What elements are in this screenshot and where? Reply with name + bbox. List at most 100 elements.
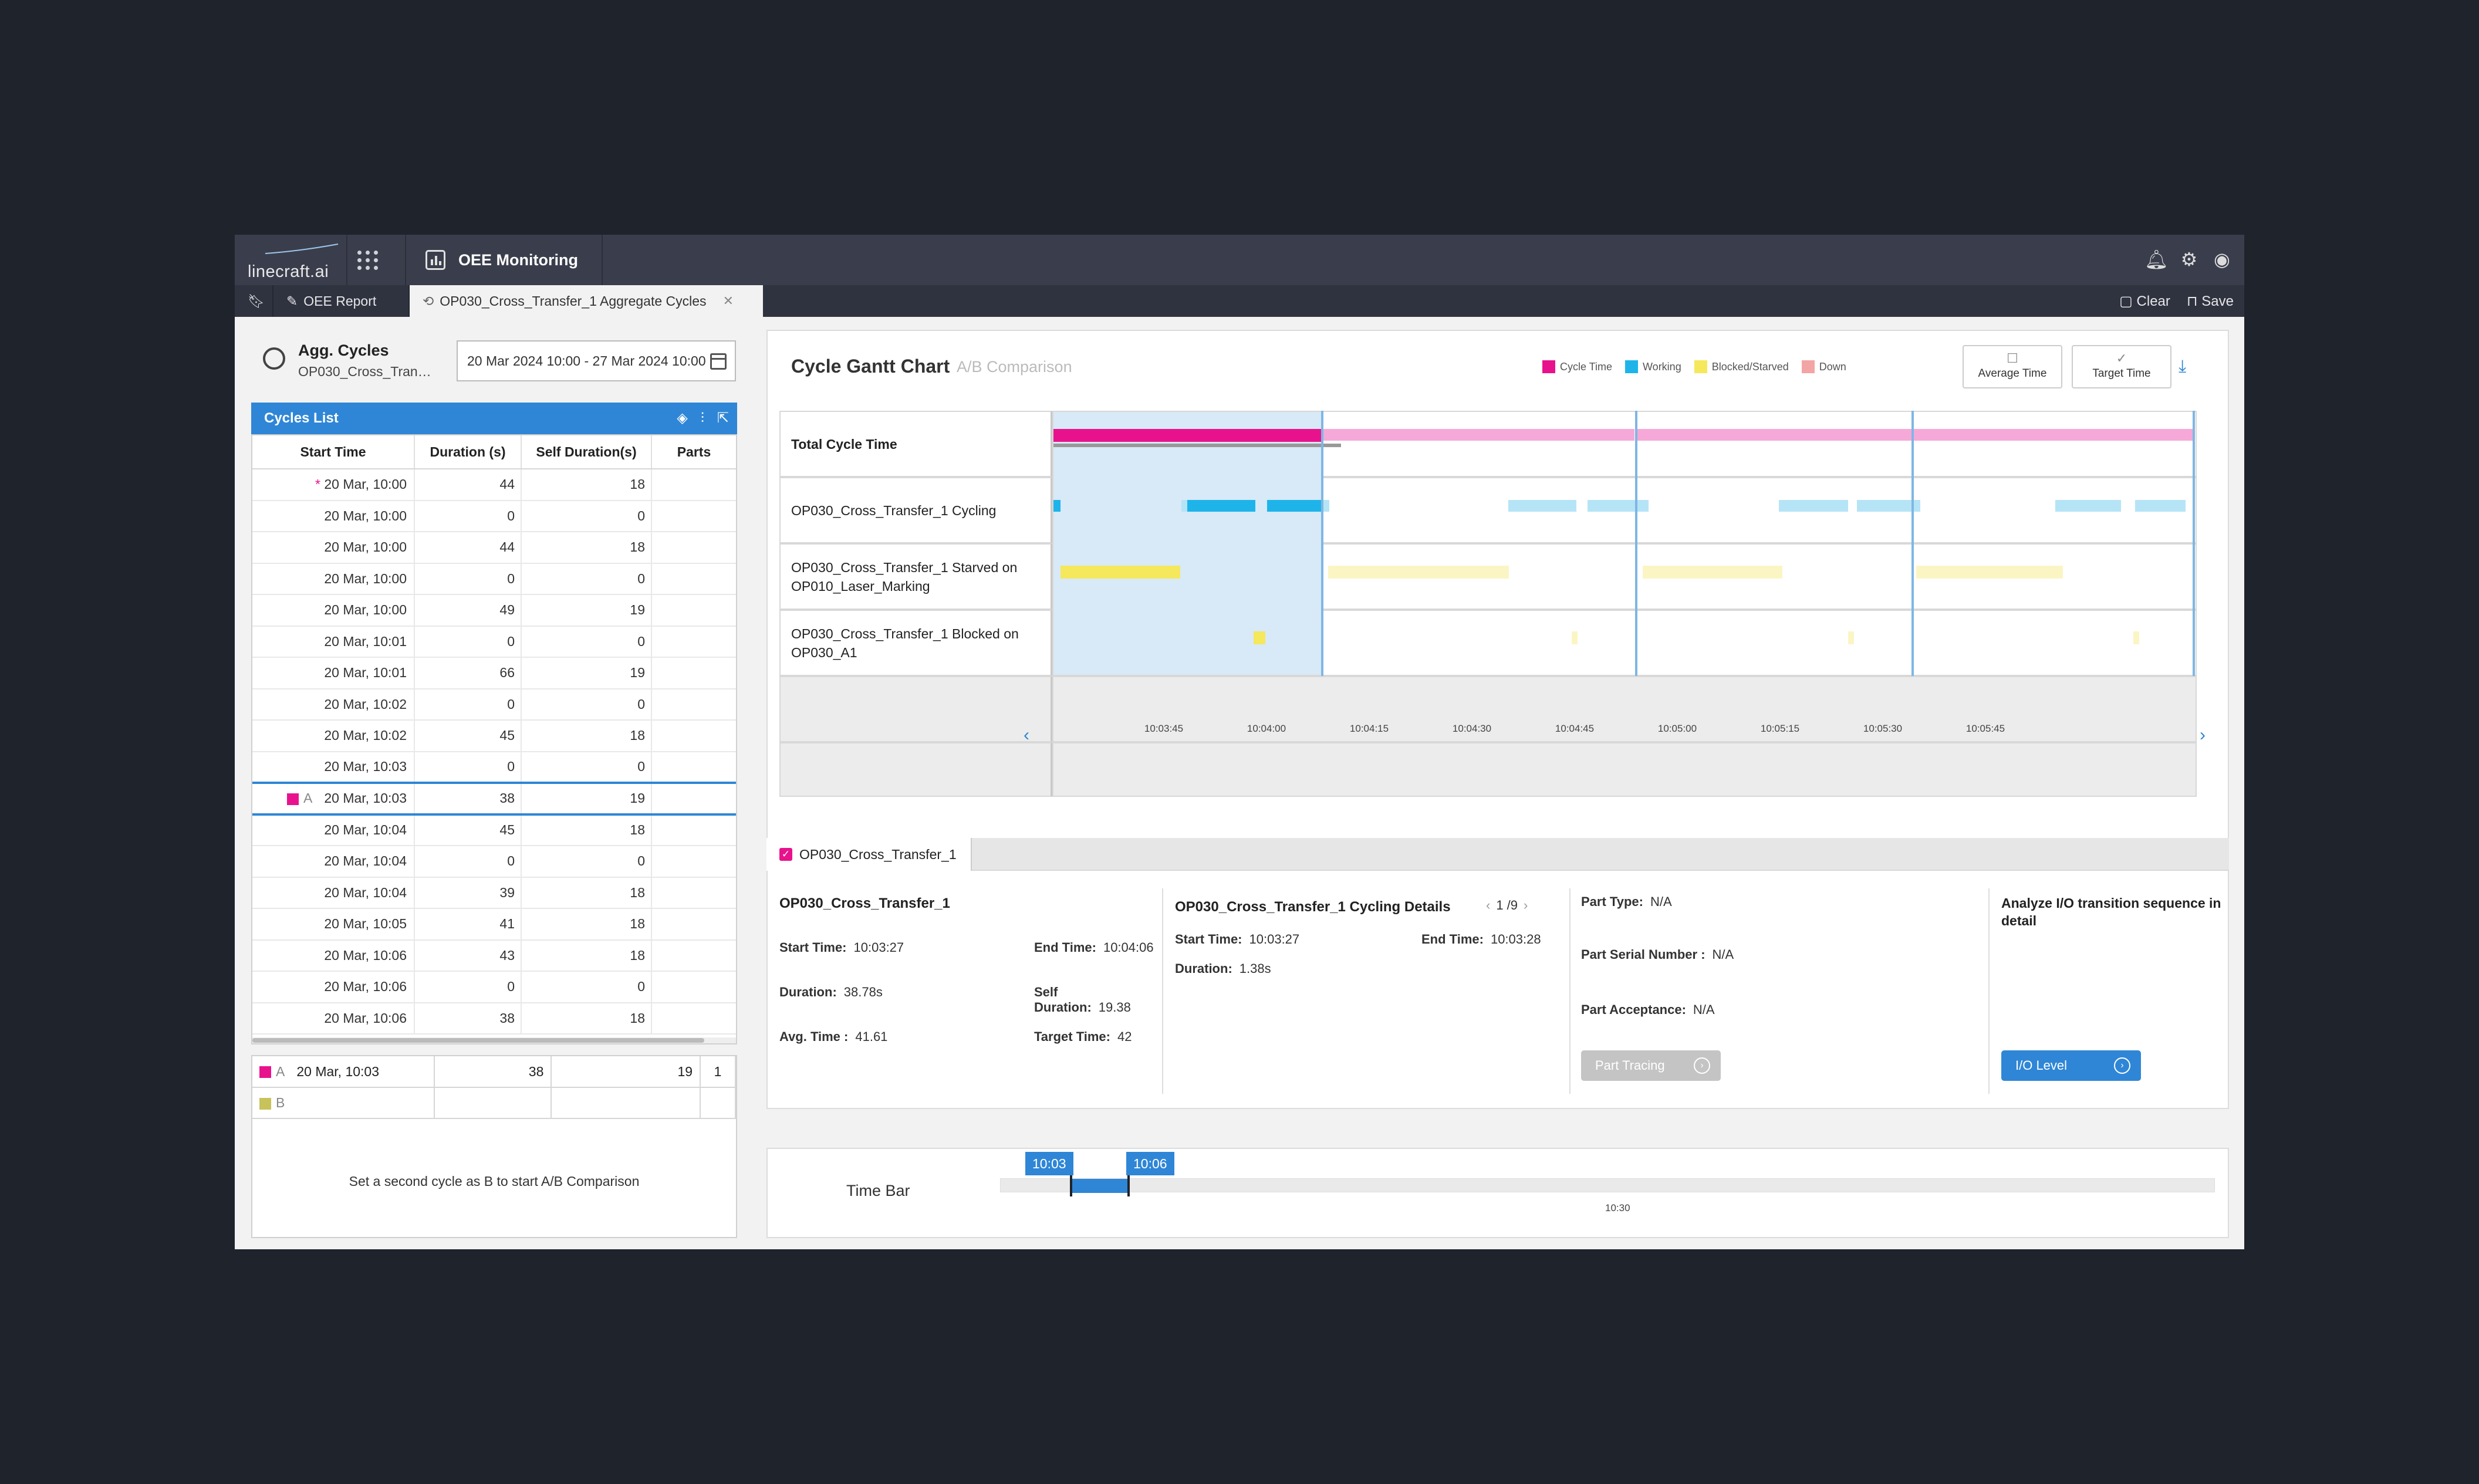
- table-row[interactable]: 20 Mar, 10:00 0 0: [252, 500, 736, 532]
- selected-cycle-highlight[interactable]: [1053, 412, 1322, 675]
- blocked-bar[interactable]: [1254, 631, 1265, 644]
- cell-self-duration: 18: [521, 877, 652, 909]
- table-row[interactable]: 20 Mar, 10:00 0 0: [252, 563, 736, 595]
- target-time-toggle[interactable]: ✓ Target Time: [2072, 345, 2171, 388]
- agg-subtitle: OP030_Cross_Trans...: [298, 364, 433, 379]
- time-bar-track[interactable]: 10:03 10:06 10:30: [1000, 1152, 2215, 1213]
- starved-bar[interactable]: [1328, 566, 1509, 579]
- station-end: End Time: 10:04:06: [1034, 940, 1154, 955]
- io-level-button[interactable]: I/O Level ›: [2001, 1050, 2141, 1081]
- starved-bar[interactable]: [1916, 566, 2063, 579]
- working-bar[interactable]: [1187, 500, 1255, 512]
- col-start-time[interactable]: Start Time: [252, 435, 415, 469]
- gantt-title: Cycle Gantt Chart: [791, 356, 950, 377]
- tab-oee-report[interactable]: ✎ OEE Report: [273, 285, 410, 317]
- cell-parts: [651, 877, 736, 909]
- layers-icon[interactable]: ◈: [677, 410, 688, 426]
- table-row[interactable]: * 20 Mar, 10:00 44 18: [252, 469, 736, 501]
- bookmark-tab[interactable]: 🔖︎: [235, 285, 273, 317]
- table-row[interactable]: 20 Mar, 10:02 45 18: [252, 720, 736, 752]
- legend-item: Cycle Time: [1542, 360, 1612, 373]
- blocked-bar[interactable]: [1572, 631, 1578, 644]
- time-bar-end-handle[interactable]: [1127, 1175, 1130, 1196]
- col-duration[interactable]: Duration (s): [414, 435, 522, 469]
- time-bar-start-flag[interactable]: 10:03: [1025, 1152, 1073, 1175]
- cell-start-time: 20 Mar, 10:00: [252, 594, 415, 627]
- date-range-picker[interactable]: 20 Mar 2024 10:00 - 27 Mar 2024 10:00: [457, 340, 736, 381]
- row-label-cycling: OP030_Cross_Transfer_1 Cycling: [779, 477, 1052, 543]
- ab-row-b[interactable]: B: [252, 1087, 736, 1119]
- col-parts[interactable]: Parts: [651, 435, 736, 469]
- ab-row-a[interactable]: A 20 Mar, 10:03 38 19 1: [252, 1056, 736, 1088]
- working-bar[interactable]: [1508, 500, 1576, 512]
- checkbox-checked-icon[interactable]: ✓: [779, 848, 792, 861]
- table-row[interactable]: 20 Mar, 10:04 39 18: [252, 877, 736, 909]
- horizontal-scrollbar[interactable]: [252, 1037, 736, 1043]
- part-tracing-button[interactable]: Part Tracing ›: [1581, 1050, 1721, 1081]
- linecraft-logo[interactable]: linecraft.ai: [246, 235, 346, 285]
- target-time-marker[interactable]: [1053, 444, 1341, 447]
- table-row[interactable]: 20 Mar, 10:06 0 0: [252, 971, 736, 1003]
- cell-self-duration: 18: [521, 939, 652, 972]
- gear-icon[interactable]: ⚙: [2180, 249, 2198, 270]
- cycle-time-bar[interactable]: [1322, 429, 1634, 441]
- table-row[interactable]: 20 Mar, 10:01 0 0: [252, 626, 736, 658]
- agg-cycles-icon: [263, 347, 285, 370]
- clear-button[interactable]: ▢ Clear: [2119, 293, 2170, 309]
- working-bar[interactable]: [1857, 500, 1920, 512]
- user-icon[interactable]: ◉: [2214, 249, 2230, 270]
- working-bar[interactable]: [1588, 500, 1649, 512]
- axis-tick-label: 10:04:15: [1349, 723, 1389, 734]
- close-tab-icon[interactable]: ✕: [722, 293, 734, 308]
- cell-parts: [651, 939, 736, 972]
- cell-duration: 41: [414, 908, 522, 941]
- table-row[interactable]: 20 Mar, 10:00 49 19: [252, 594, 736, 627]
- table-row[interactable]: 20 Mar, 10:03 0 0: [252, 751, 736, 783]
- cell-duration: 0: [414, 688, 522, 721]
- average-time-toggle[interactable]: ☐ Average Time: [1963, 345, 2062, 388]
- table-row[interactable]: 20 Mar, 10:00 44 18: [252, 532, 736, 564]
- cycle-time-bar[interactable]: [1637, 429, 1913, 441]
- gantt-bars[interactable]: [1052, 411, 2197, 676]
- marker-a-swatch: [259, 1066, 271, 1079]
- cycles-list-header: Cycles List ◈ ⫶ ⇱: [251, 403, 737, 434]
- table-row[interactable]: 20 Mar, 10:01 66 19: [252, 657, 736, 689]
- starved-bar[interactable]: [1061, 566, 1180, 579]
- axis-next-icon[interactable]: ›: [2200, 725, 2206, 745]
- export-icon[interactable]: ⇱: [717, 410, 729, 426]
- tab-station-detail[interactable]: ✓ OP030_Cross_Transfer_1: [766, 838, 972, 871]
- working-bar[interactable]: [1779, 500, 1848, 512]
- time-bar-label: Time Bar: [846, 1182, 910, 1199]
- working-bar[interactable]: [2055, 500, 2121, 512]
- ab-comparison-link[interactable]: A/B Comparison: [957, 358, 1072, 376]
- apps-grid-icon[interactable]: [355, 247, 381, 273]
- table-row[interactable]: A 20 Mar, 10:03 38 19: [252, 782, 736, 816]
- working-bar[interactable]: [1267, 500, 1321, 512]
- working-bar[interactable]: [1181, 500, 1187, 512]
- starved-bar[interactable]: [1643, 566, 1782, 579]
- table-row[interactable]: 20 Mar, 10:05 41 18: [252, 908, 736, 941]
- col-self-duration[interactable]: Self Duration(s): [521, 435, 652, 469]
- table-row[interactable]: 20 Mar, 10:06 38 18: [252, 1002, 736, 1035]
- time-bar-end-flag[interactable]: 10:06: [1126, 1152, 1174, 1175]
- cycle-time-bar[interactable]: [1913, 429, 2194, 441]
- table-row[interactable]: 20 Mar, 10:06 43 18: [252, 939, 736, 972]
- axis-prev-icon[interactable]: ‹: [1024, 725, 1029, 745]
- blocked-bar[interactable]: [2133, 631, 2139, 644]
- working-bar[interactable]: [2135, 500, 2186, 512]
- filter-sliders-icon[interactable]: ⫶: [700, 410, 704, 426]
- time-bar-selection[interactable]: [1071, 1179, 1129, 1193]
- download-icon[interactable]: ⤓: [2179, 357, 2187, 376]
- table-row[interactable]: 20 Mar, 10:04 0 0: [252, 846, 736, 878]
- cycle-time-bar[interactable]: [1053, 429, 1322, 442]
- tab-aggregate-cycles[interactable]: ⟲ OP030_Cross_Transfer_1 Aggregate Cycle…: [410, 285, 763, 317]
- prev-page-icon[interactable]: ‹: [1486, 898, 1491, 912]
- table-row[interactable]: 20 Mar, 10:04 45 18: [252, 814, 736, 846]
- bell-icon[interactable]: 🔔︎: [2144, 249, 2169, 270]
- blocked-bar[interactable]: [1848, 631, 1854, 644]
- table-row[interactable]: 20 Mar, 10:02 0 0: [252, 688, 736, 721]
- next-page-icon[interactable]: ›: [1524, 898, 1528, 912]
- save-button[interactable]: ⊓ Save: [2186, 293, 2234, 309]
- working-bar[interactable]: [1053, 500, 1061, 512]
- time-bar-start-handle[interactable]: [1070, 1175, 1072, 1196]
